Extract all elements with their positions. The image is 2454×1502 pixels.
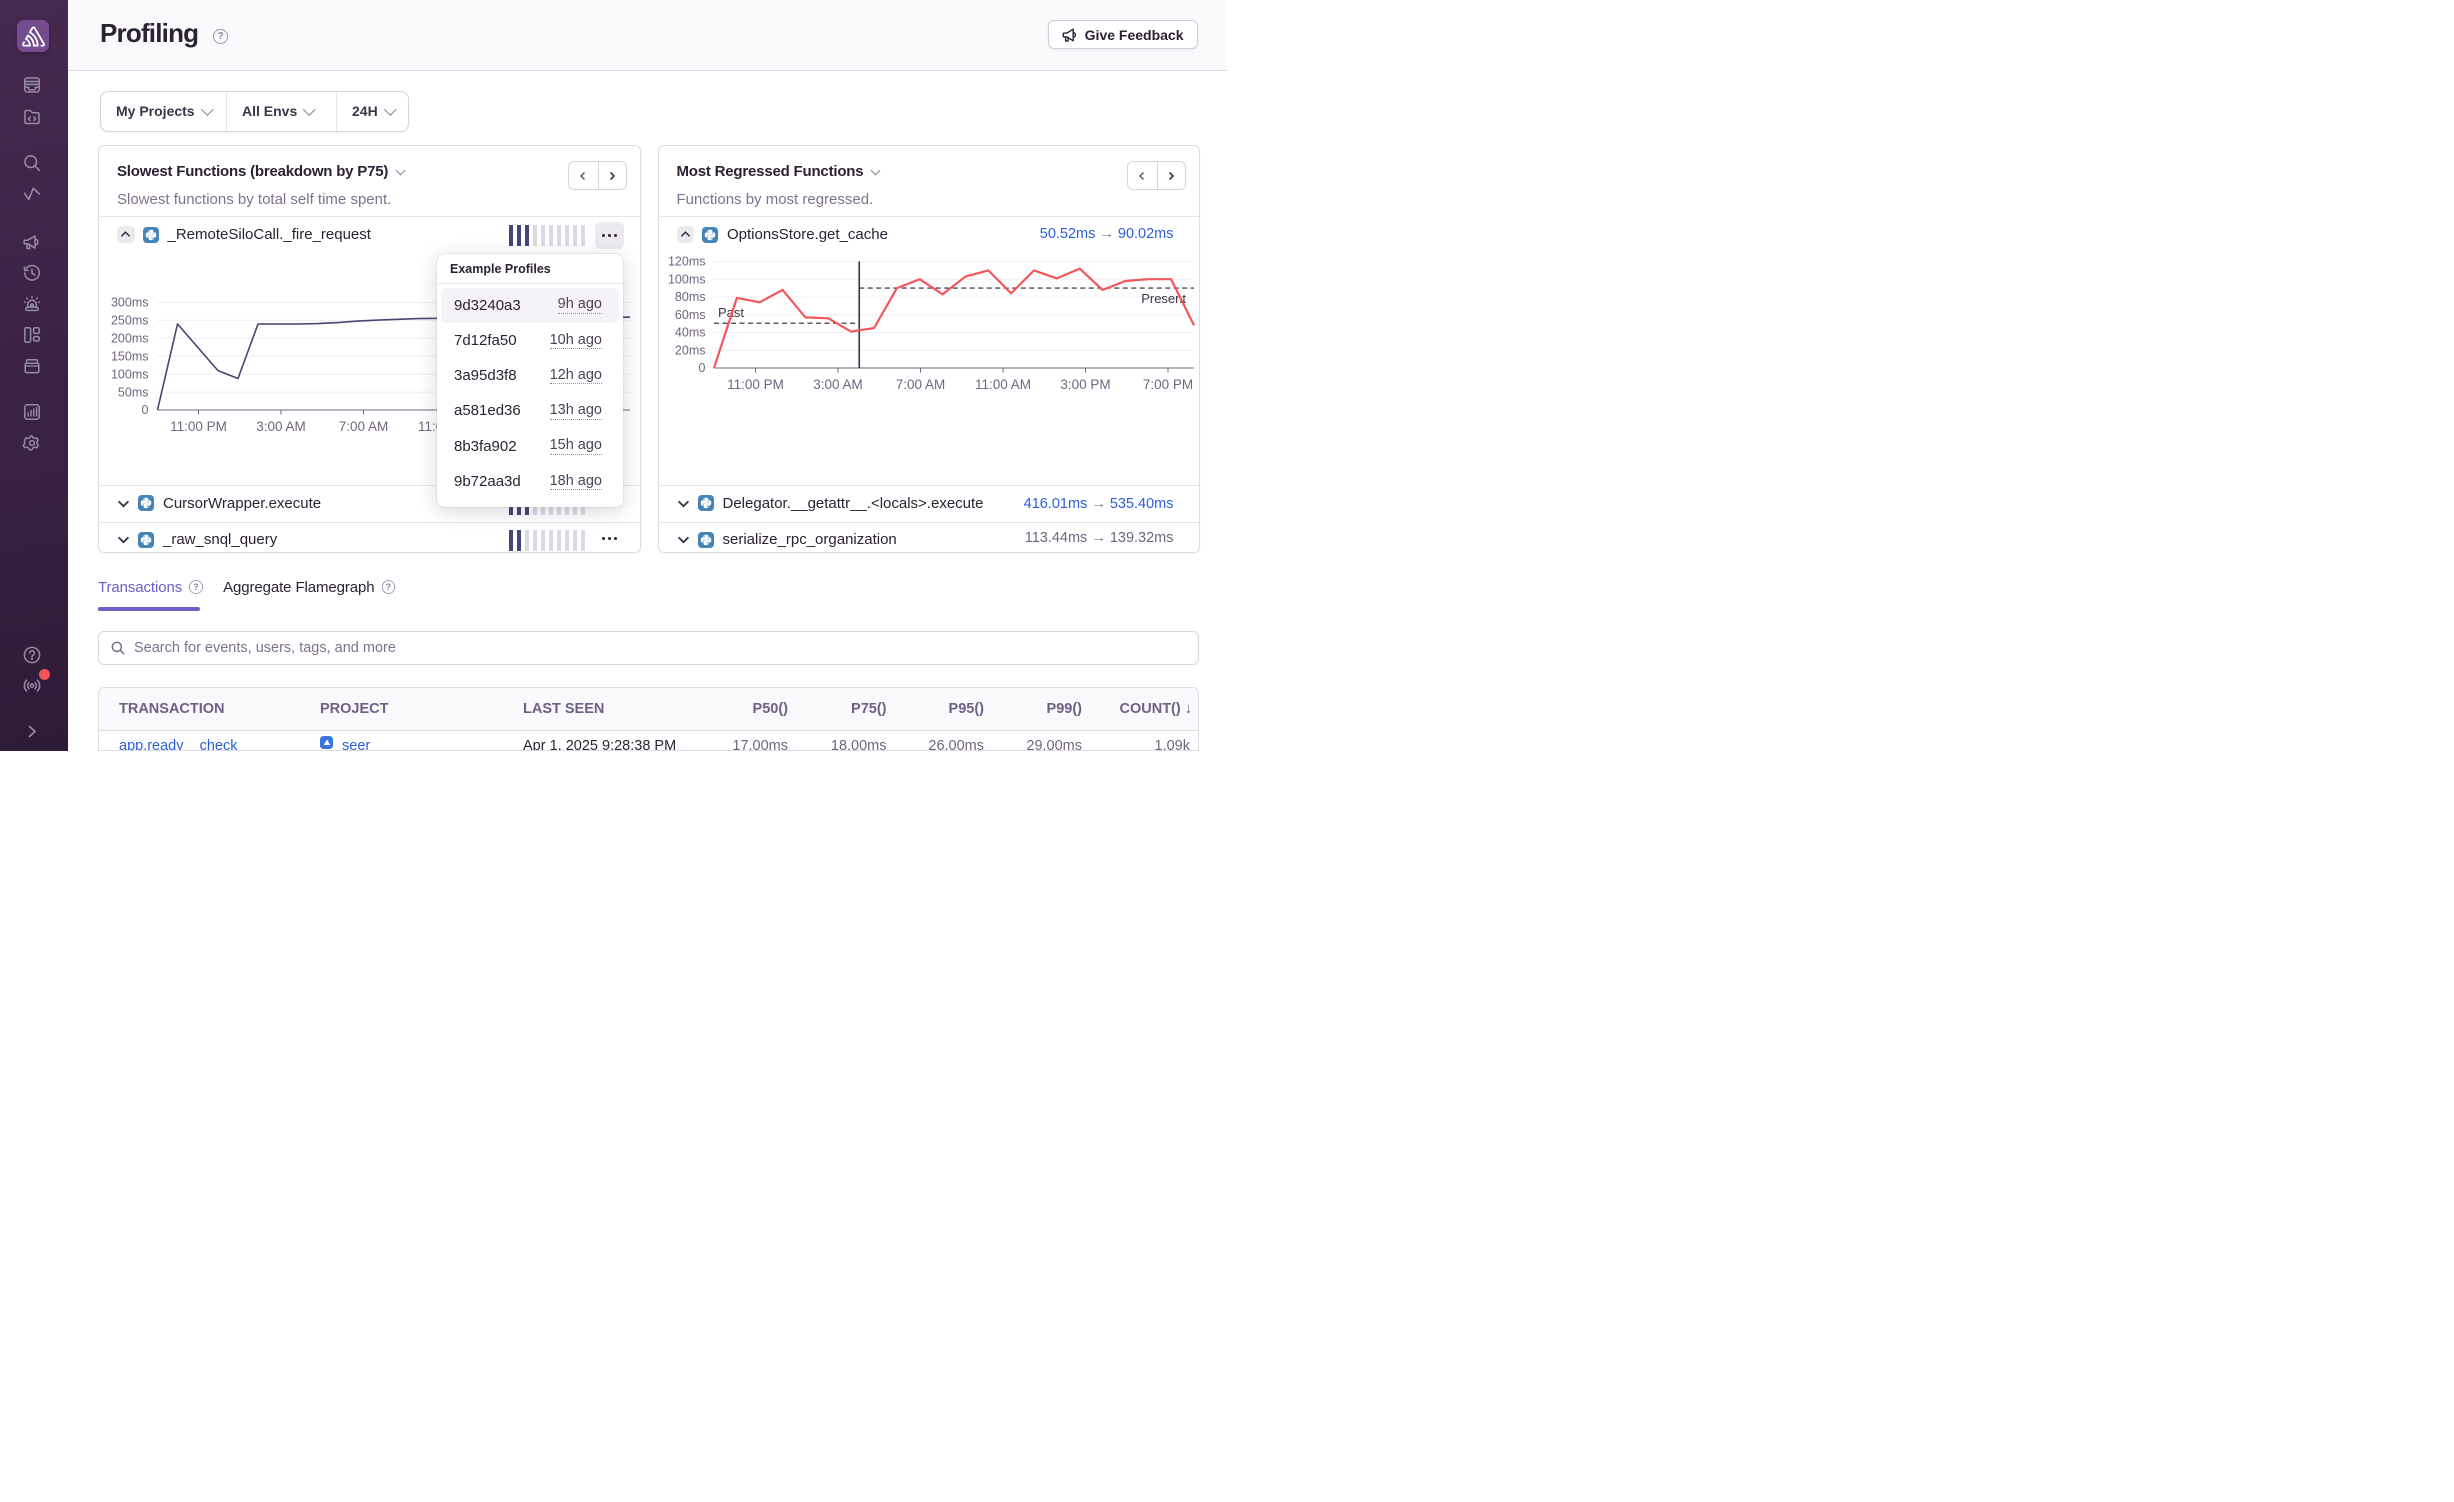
svg-text:120ms: 120ms xyxy=(667,255,705,269)
svg-text:100ms: 100ms xyxy=(111,367,149,381)
svg-text:11:00 PM: 11:00 PM xyxy=(727,377,784,392)
svg-text:60ms: 60ms xyxy=(674,308,705,322)
svg-text:11:00 PM: 11:00 PM xyxy=(170,419,227,434)
svg-text:0: 0 xyxy=(142,403,149,417)
svg-text:3:00 AM: 3:00 AM xyxy=(813,377,863,392)
svg-text:20ms: 20ms xyxy=(674,343,705,357)
svg-text:3:00 AM: 3:00 AM xyxy=(256,419,306,434)
svg-text:100ms: 100ms xyxy=(667,272,705,286)
svg-text:40ms: 40ms xyxy=(674,326,705,340)
svg-text:80ms: 80ms xyxy=(674,290,705,304)
svg-text:7:00 AM: 7:00 AM xyxy=(895,377,945,392)
svg-text:250ms: 250ms xyxy=(111,314,149,328)
svg-text:200ms: 200ms xyxy=(111,332,149,346)
svg-text:7:00 AM: 7:00 AM xyxy=(339,419,389,434)
svg-text:3:00 PM: 3:00 PM xyxy=(1060,377,1110,392)
svg-text:300ms: 300ms xyxy=(111,296,149,310)
svg-text:0: 0 xyxy=(698,361,705,375)
svg-text:11:00 AM: 11:00 AM xyxy=(974,377,1030,392)
svg-text:7:00 PM: 7:00 PM xyxy=(1142,377,1192,392)
svg-text:150ms: 150ms xyxy=(111,349,149,363)
svg-text:50ms: 50ms xyxy=(118,385,149,399)
svg-text:Present: Present xyxy=(1141,291,1186,306)
